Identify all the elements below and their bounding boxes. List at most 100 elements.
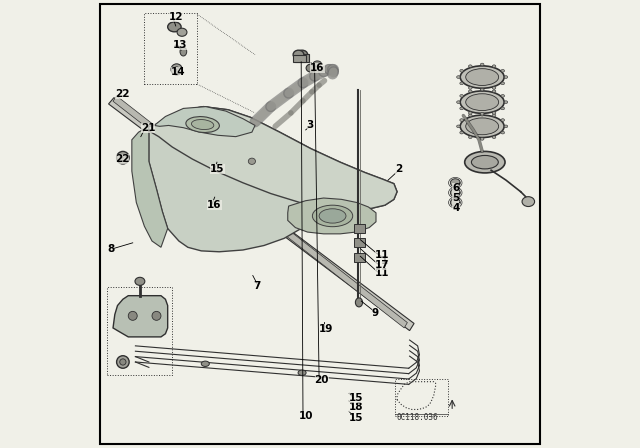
- Text: 15: 15: [349, 393, 364, 403]
- Text: 4: 4: [452, 203, 460, 213]
- Ellipse shape: [451, 189, 460, 197]
- Ellipse shape: [504, 101, 508, 103]
- Ellipse shape: [120, 359, 126, 365]
- Ellipse shape: [168, 22, 181, 32]
- Text: 19: 19: [319, 324, 333, 334]
- Bar: [296, 54, 309, 62]
- Ellipse shape: [492, 136, 496, 138]
- Ellipse shape: [201, 361, 209, 366]
- Ellipse shape: [460, 131, 463, 134]
- Ellipse shape: [128, 311, 137, 320]
- Text: 14: 14: [172, 67, 186, 77]
- Ellipse shape: [460, 91, 504, 113]
- Text: 18: 18: [349, 402, 364, 412]
- Ellipse shape: [293, 50, 304, 59]
- Text: 22: 22: [115, 154, 129, 164]
- Ellipse shape: [451, 179, 460, 187]
- Ellipse shape: [306, 64, 316, 72]
- Ellipse shape: [319, 209, 346, 223]
- Bar: [145, 13, 197, 84]
- Ellipse shape: [492, 86, 496, 89]
- Bar: [108, 287, 172, 375]
- Text: 1: 1: [380, 256, 388, 266]
- Ellipse shape: [472, 155, 499, 169]
- Ellipse shape: [171, 64, 182, 75]
- Text: 13: 13: [173, 40, 188, 50]
- Text: 0C118.036: 0C118.036: [396, 413, 438, 422]
- Ellipse shape: [460, 69, 463, 72]
- Ellipse shape: [481, 88, 484, 91]
- Ellipse shape: [456, 125, 460, 128]
- Ellipse shape: [298, 370, 306, 375]
- Ellipse shape: [468, 90, 472, 93]
- Ellipse shape: [180, 47, 187, 56]
- Ellipse shape: [460, 107, 463, 110]
- Ellipse shape: [481, 63, 484, 66]
- Ellipse shape: [248, 158, 255, 164]
- Ellipse shape: [186, 116, 220, 133]
- Ellipse shape: [174, 67, 179, 72]
- Ellipse shape: [116, 151, 129, 164]
- Ellipse shape: [481, 113, 484, 116]
- Bar: [396, 379, 448, 416]
- Ellipse shape: [468, 114, 472, 117]
- Text: 16: 16: [310, 63, 324, 73]
- Ellipse shape: [355, 298, 362, 307]
- Ellipse shape: [522, 197, 534, 207]
- Bar: [353, 238, 365, 247]
- Ellipse shape: [296, 50, 308, 59]
- Polygon shape: [149, 107, 397, 252]
- Ellipse shape: [466, 118, 499, 135]
- Text: 3: 3: [307, 121, 314, 130]
- Ellipse shape: [135, 277, 145, 285]
- Ellipse shape: [456, 101, 460, 103]
- Text: 2: 2: [396, 164, 403, 174]
- Polygon shape: [113, 96, 407, 328]
- Ellipse shape: [466, 94, 499, 111]
- Text: 22: 22: [115, 89, 129, 99]
- Ellipse shape: [501, 131, 504, 134]
- Text: 12: 12: [168, 12, 183, 22]
- Text: 21: 21: [141, 123, 156, 133]
- Polygon shape: [149, 107, 397, 210]
- Ellipse shape: [312, 205, 353, 227]
- Polygon shape: [113, 296, 168, 337]
- Ellipse shape: [501, 119, 504, 121]
- Ellipse shape: [492, 114, 496, 117]
- Polygon shape: [288, 198, 376, 234]
- Text: 11: 11: [374, 250, 389, 260]
- Text: 20: 20: [315, 375, 329, 385]
- Ellipse shape: [468, 112, 472, 114]
- Text: 15: 15: [349, 413, 364, 422]
- Bar: [353, 224, 365, 233]
- Ellipse shape: [451, 198, 460, 207]
- Text: 10: 10: [298, 411, 313, 421]
- Ellipse shape: [177, 28, 187, 36]
- Bar: [293, 55, 306, 62]
- Ellipse shape: [492, 65, 496, 68]
- Ellipse shape: [456, 76, 460, 78]
- Ellipse shape: [460, 95, 463, 97]
- Text: 7: 7: [253, 281, 261, 291]
- Ellipse shape: [504, 76, 508, 78]
- Ellipse shape: [481, 138, 484, 140]
- Ellipse shape: [492, 112, 496, 114]
- Ellipse shape: [460, 82, 463, 85]
- Text: 11: 11: [374, 268, 389, 278]
- Ellipse shape: [460, 66, 504, 88]
- Text: 9: 9: [371, 308, 379, 318]
- Text: 6: 6: [452, 183, 460, 193]
- Ellipse shape: [466, 69, 499, 86]
- Ellipse shape: [481, 112, 484, 115]
- Text: 15: 15: [210, 164, 225, 174]
- Ellipse shape: [501, 69, 504, 72]
- Polygon shape: [132, 126, 168, 247]
- Ellipse shape: [468, 86, 472, 89]
- Ellipse shape: [501, 82, 504, 85]
- Polygon shape: [154, 107, 255, 137]
- Ellipse shape: [501, 107, 504, 110]
- Text: 8: 8: [108, 244, 115, 254]
- Ellipse shape: [504, 125, 508, 128]
- Ellipse shape: [314, 61, 321, 66]
- Ellipse shape: [460, 119, 463, 121]
